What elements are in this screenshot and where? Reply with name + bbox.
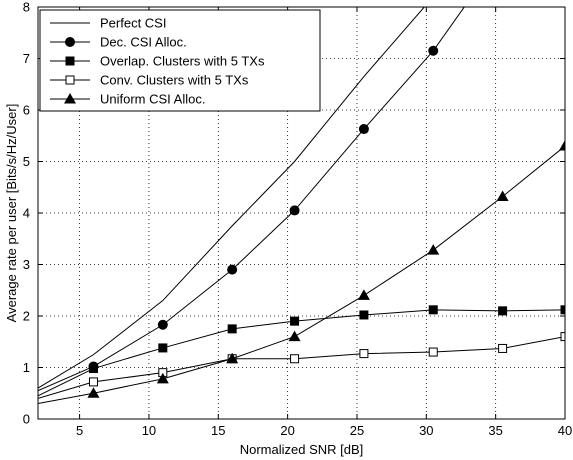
data-point (227, 324, 237, 334)
legend-item: Overlap. Clusters with 5 TXs (50, 54, 265, 69)
data-point (158, 343, 168, 353)
series-3 (38, 305, 565, 397)
legend-label: Uniform CSI Alloc. (100, 92, 205, 107)
data-point (156, 372, 169, 384)
y-tick-label: 0 (23, 412, 30, 427)
series-line (38, 145, 565, 405)
y-tick-label: 5 (23, 154, 30, 169)
legend-marker (65, 56, 75, 66)
data-point (288, 330, 301, 342)
legend-item: Uniform CSI Alloc. (50, 92, 205, 107)
data-point (357, 289, 370, 300)
y-tick-label: 7 (23, 51, 30, 66)
data-point (359, 310, 369, 320)
legend-item: Conv. Clusters with 5 TXs (50, 73, 249, 88)
data-point (289, 205, 300, 216)
x-tick-label: 40 (558, 423, 572, 438)
series-line (38, 336, 565, 399)
y-tick-label: 2 (23, 309, 30, 324)
x-axis-label: Normalized SNR [dB] (240, 442, 364, 457)
y-tick-label: 1 (23, 360, 30, 375)
legend-marker (64, 93, 76, 104)
y-tick-label: 8 (23, 0, 30, 15)
data-point (428, 347, 438, 357)
legend-item: Dec. CSI Alloc. (50, 35, 187, 50)
data-point (87, 387, 100, 398)
x-tick-label: 15 (211, 423, 225, 438)
y-tick-label: 4 (23, 206, 30, 221)
data-point (560, 305, 565, 315)
data-point (88, 377, 98, 387)
data-point (227, 264, 238, 275)
data-point (428, 45, 439, 56)
x-tick-label: 20 (280, 423, 294, 438)
x-tick-label: 35 (488, 423, 502, 438)
series-5 (38, 140, 565, 405)
legend-label: Dec. CSI Alloc. (100, 35, 187, 50)
series-4 (38, 332, 565, 399)
series-1 (38, 7, 425, 389)
x-tick-label: 30 (419, 423, 433, 438)
x-tick-label: 10 (142, 423, 156, 438)
data-point (498, 343, 508, 353)
legend: Perfect CSI Dec. CSI Alloc. Overlap. Clust… (39, 9, 321, 112)
data-point (428, 305, 438, 315)
data-point (559, 140, 565, 151)
data-point (358, 124, 369, 135)
data-point (496, 190, 509, 202)
data-point (226, 352, 239, 364)
x-tick-label: 5 (76, 423, 83, 438)
data-point (498, 306, 508, 316)
data-point (427, 244, 440, 255)
y-axis-label: Average rate per user [Bits/s/Hz/User] (4, 104, 19, 323)
y-tick-label: 6 (23, 103, 30, 118)
data-point (290, 354, 300, 364)
data-point (290, 316, 300, 326)
series-2 (38, 7, 465, 392)
legend-label: Perfect CSI (100, 16, 166, 31)
legend-item: Perfect CSI (50, 16, 166, 31)
legend-label: Conv. Clusters with 5 TXs (100, 73, 249, 88)
data-point (560, 332, 565, 342)
series-line (38, 7, 465, 392)
series-line (38, 7, 425, 389)
y-tick-label: 3 (23, 257, 30, 272)
legend-label: Overlap. Clusters with 5 TXs (100, 54, 265, 69)
x-tick-label: 25 (350, 423, 364, 438)
legend-marker (65, 75, 75, 85)
series-lines (38, 7, 565, 405)
data-point (359, 349, 369, 359)
axis-ticks: 5 10 15 20 25 30 35 40 0 1 2 3 4 5 6 7 8 (23, 0, 572, 438)
data-point (88, 364, 98, 374)
data-point (157, 319, 168, 330)
legend-marker (65, 37, 75, 47)
